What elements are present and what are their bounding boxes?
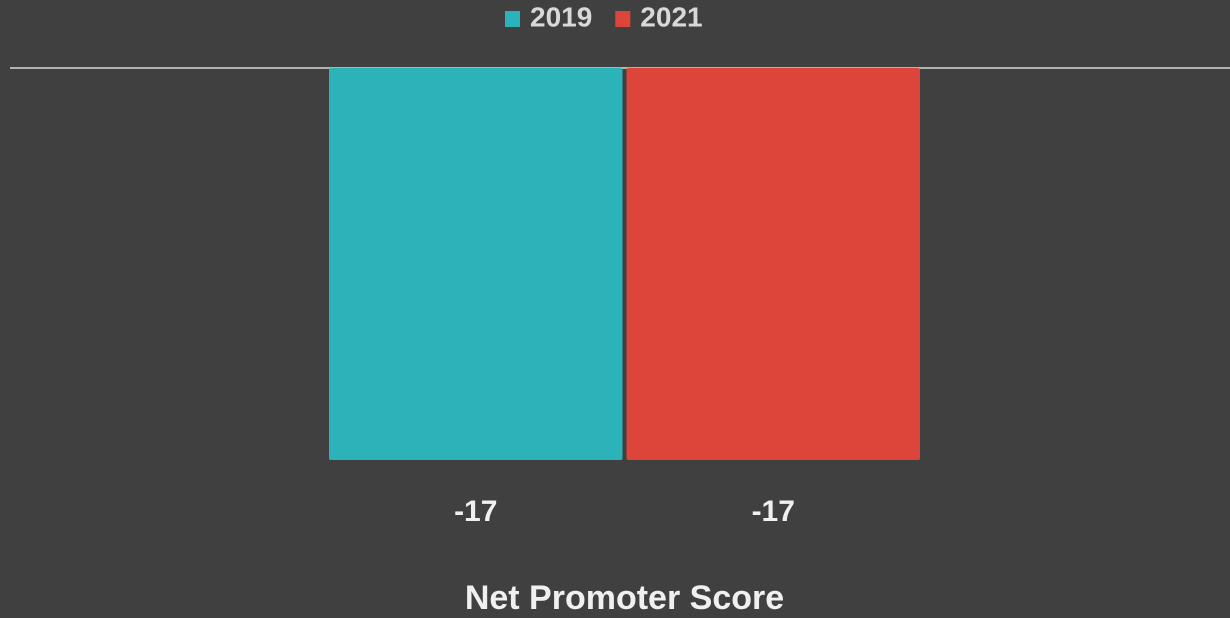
- bar: [329, 68, 623, 460]
- category-label: Net Promoter Score: [465, 579, 784, 617]
- data-label: -17: [454, 495, 497, 528]
- data-label: -17: [752, 495, 795, 528]
- bar: [626, 68, 920, 460]
- legend-label: 2021: [640, 1, 702, 32]
- legend-swatch: [615, 11, 631, 27]
- legend-swatch: [505, 11, 520, 27]
- legend-label: 2019: [530, 1, 592, 32]
